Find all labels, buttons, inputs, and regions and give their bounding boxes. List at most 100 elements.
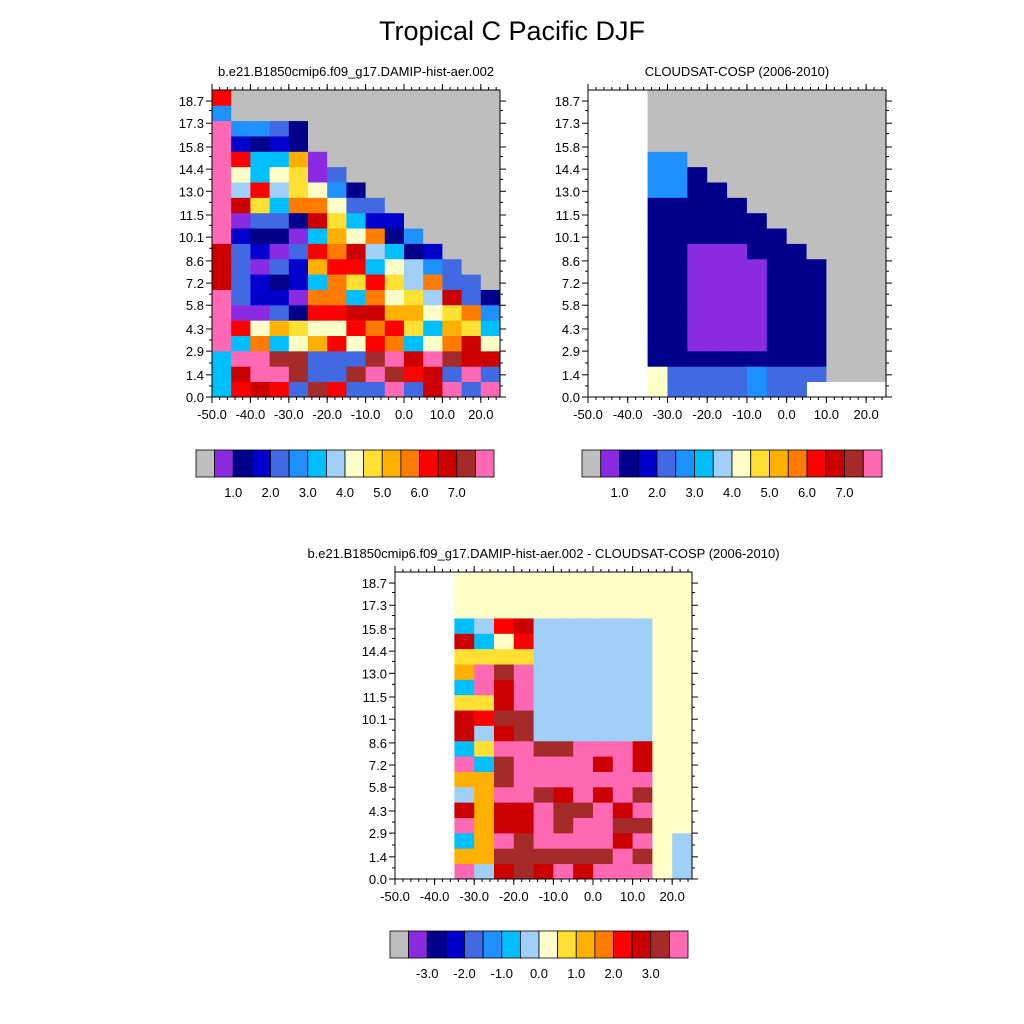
- heatmap-cell: [404, 320, 424, 336]
- heatmap-cell: [423, 136, 443, 152]
- colorbar-label: 1.0: [610, 485, 628, 500]
- heatmap-cell: [612, 786, 633, 803]
- heatmap-cell: [687, 105, 708, 122]
- heatmap-cell: [269, 182, 290, 198]
- heatmap-cell: [632, 725, 653, 742]
- heatmap-cell: [494, 725, 515, 742]
- heatmap-cell: [806, 304, 827, 321]
- heatmap-cell: [212, 197, 232, 214]
- heatmap-cell: [687, 350, 708, 367]
- heatmap-cell: [404, 151, 424, 168]
- heatmap-cell: [480, 166, 501, 183]
- heatmap-cell: [652, 832, 673, 849]
- heatmap-cell: [632, 664, 653, 680]
- heatmap-cell: [707, 274, 728, 290]
- heatmap-cell: [346, 90, 366, 106]
- y-tick-label: 13.0: [555, 184, 580, 199]
- heatmap-cell: [513, 802, 534, 818]
- heatmap-cell: [513, 587, 534, 604]
- heatmap-cell: [327, 105, 347, 122]
- colorbar-swatch: [806, 449, 827, 478]
- heatmap-cell: [766, 274, 788, 290]
- heatmap-cell: [480, 381, 501, 398]
- heatmap-cell: [480, 136, 501, 152]
- colorbar-swatch: [419, 449, 439, 478]
- heatmap-cell: [652, 725, 673, 742]
- heatmap-cell: [766, 350, 788, 367]
- heatmap-cell: [513, 863, 534, 880]
- heatmap-cell: [327, 151, 347, 168]
- heatmap-cell: [672, 664, 693, 680]
- heatmap-cell: [533, 863, 554, 880]
- heatmap-cell: [553, 740, 574, 757]
- y-tick-label: 15.8: [179, 140, 204, 155]
- heatmap-cell: [667, 289, 688, 306]
- heatmap-cell: [632, 679, 653, 696]
- heatmap-cell: [494, 587, 515, 604]
- heatmap-cell: [846, 90, 867, 106]
- colorbar-swatch: [408, 930, 428, 959]
- heatmap-cell: [513, 817, 534, 834]
- heatmap-cell: [533, 710, 554, 726]
- heatmap-cell: [288, 228, 309, 244]
- colorbar-swatch: [675, 449, 695, 478]
- heatmap-cell: [327, 243, 347, 260]
- heatmap-cell: [231, 274, 251, 290]
- heatmap-cell: [442, 197, 462, 214]
- colorbar-label: 6.0: [798, 485, 816, 500]
- colorbar-swatch: [482, 930, 503, 959]
- heatmap-cell: [346, 289, 366, 306]
- heatmap-cell: [269, 289, 290, 306]
- heatmap-cell: [365, 90, 386, 106]
- heatmap-cell: [667, 381, 688, 398]
- heatmap-cell: [687, 274, 708, 290]
- heatmap-cell: [461, 381, 482, 398]
- heatmap-cell: [513, 648, 534, 665]
- heatmap-cell: [231, 182, 251, 198]
- heatmap-cell: [474, 664, 495, 680]
- colorbar-swatch: [825, 449, 845, 478]
- heatmap-cell: [365, 166, 386, 183]
- heatmap-cell: [672, 832, 693, 849]
- heatmap-cell: [672, 725, 693, 742]
- heatmap-cell: [308, 182, 328, 198]
- heatmap-cell: [442, 366, 462, 383]
- heatmap-cell: [533, 618, 554, 634]
- x-tick-label: 20.0: [853, 407, 878, 422]
- heatmap-cell: [474, 802, 495, 818]
- heatmap-cell: [384, 136, 405, 152]
- y-tick-label: 11.5: [180, 208, 204, 223]
- heatmap-cell: [846, 320, 867, 336]
- heatmap-cell: [593, 817, 614, 834]
- heatmap-cell: [612, 648, 633, 665]
- heatmap-cell: [231, 151, 251, 168]
- heatmap-cell: [746, 258, 768, 275]
- y-tick-label: 18.7: [362, 576, 387, 591]
- heatmap-cell: [746, 366, 768, 383]
- heatmap-cell: [288, 90, 309, 106]
- heatmap-cell: [612, 679, 633, 696]
- y-tick-label: 17.3: [362, 598, 387, 613]
- heatmap-cell: [384, 166, 405, 183]
- colorbar-swatch: [437, 449, 458, 478]
- heatmap-cell: [494, 740, 515, 757]
- heatmap-cell: [494, 618, 515, 634]
- heatmap-cell: [365, 212, 386, 229]
- heatmap-cell: [327, 212, 347, 229]
- colorbar-label: 7.0: [835, 485, 853, 500]
- heatmap-cell: [593, 587, 614, 604]
- heatmap-cell: [212, 350, 232, 367]
- heatmap-cell: [250, 197, 270, 214]
- heatmap-cell: [647, 350, 668, 367]
- heatmap-cell: [866, 304, 887, 321]
- heatmap-cell: [672, 786, 693, 803]
- heatmap-cell: [632, 756, 653, 772]
- heatmap-cell: [404, 258, 424, 275]
- colorbar-swatch: [251, 449, 271, 478]
- heatmap-cell: [288, 182, 309, 198]
- heatmap-cell: [250, 212, 270, 229]
- heatmap-cell: [727, 212, 748, 229]
- heatmap-cell: [687, 289, 708, 306]
- heatmap-cell: [404, 366, 424, 383]
- heatmap-cell: [212, 120, 232, 137]
